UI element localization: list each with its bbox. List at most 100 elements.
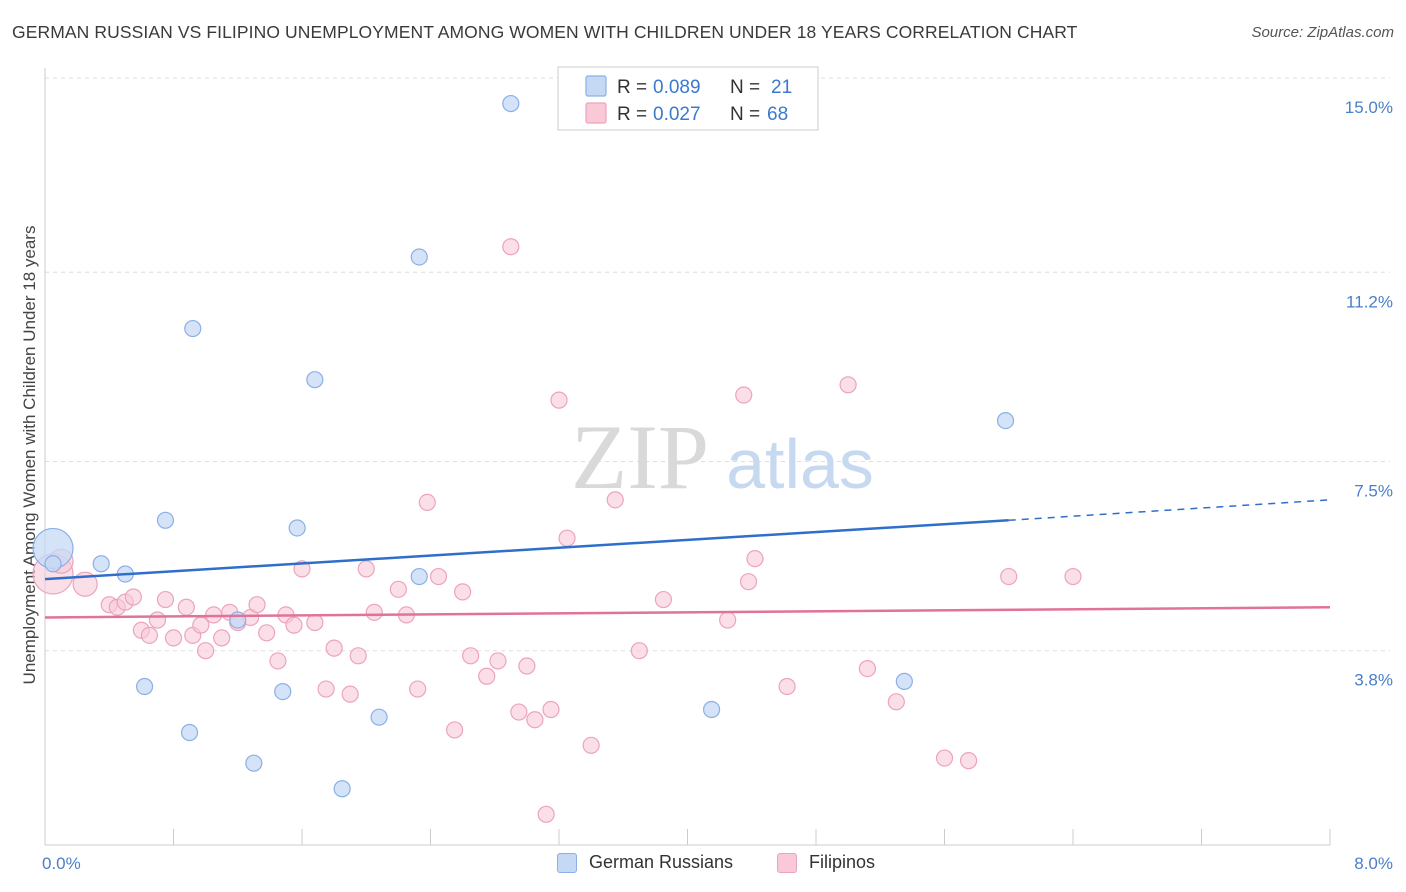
filipino-point [518, 657, 536, 675]
tick-labels: 3.8% 7.5% 11.2% 15.0% 0.0% 8.0% [42, 98, 1393, 873]
grid-lines [45, 77, 1390, 652]
filipino-point [454, 583, 472, 601]
legend-n-value-german: 21 [771, 77, 792, 98]
filipino-point [140, 626, 159, 644]
filipino-point [269, 652, 287, 670]
german-point [895, 672, 913, 690]
chart-title: GERMAN RUSSIAN VS FILIPINO UNEMPLOYMENT … [12, 22, 1078, 42]
y-tick-label: 15.0% [1345, 98, 1393, 117]
filipino-point [213, 629, 231, 647]
filipino-point [1000, 567, 1018, 586]
german-point [245, 754, 263, 772]
filipino-point [778, 677, 796, 696]
filipino-point [654, 590, 673, 609]
german-point [135, 677, 154, 696]
german-point [410, 567, 428, 586]
german-point [502, 94, 520, 113]
filipino-point [542, 700, 560, 719]
bottom-legend-filipino: Filipinos [777, 852, 875, 873]
x-tick-label-max: 8.0% [1354, 854, 1393, 873]
filipino-point [429, 567, 448, 586]
filipino-point [365, 603, 383, 621]
filipino-point [325, 639, 343, 657]
german-point [288, 519, 306, 537]
filipino-point [258, 624, 276, 642]
filipino-point [606, 491, 624, 509]
filipino-point [935, 749, 954, 767]
trend-lines [44, 499, 1331, 619]
y-tick-label: 11.2% [1346, 292, 1393, 311]
filipino-point [192, 616, 210, 634]
watermark: ZIP atlas [571, 406, 874, 508]
german-point [180, 723, 199, 742]
legend-n-value-filipino: 68 [767, 104, 788, 125]
bottom-legend-swatch-filipino [777, 852, 797, 873]
filipino-point [502, 238, 520, 256]
filipino-point [526, 711, 544, 729]
filipino-point [124, 588, 142, 606]
german-points [32, 94, 1015, 798]
filipino-point [357, 560, 375, 578]
filipino-point [719, 611, 737, 629]
chart-source: Source: ZipAtlas.com [1251, 24, 1394, 41]
x-tick-label-min: 0.0% [42, 854, 81, 873]
filipino-point [478, 667, 496, 685]
legend-n-label-german: N = [730, 77, 760, 98]
legend-n-label-filipino: N = [730, 104, 760, 125]
filipino-trend-line [44, 605, 1331, 619]
legend-swatch-german [585, 75, 607, 97]
filipino-point [558, 529, 576, 547]
filipino-point [148, 611, 167, 629]
german-point [92, 555, 110, 573]
filipino-point [285, 616, 303, 634]
bottom-legend-label-german: German Russians [589, 852, 734, 872]
legend-swatch-filipino [585, 102, 607, 124]
german-point [44, 555, 62, 573]
legend-r-label-filipino: R = [617, 104, 647, 125]
axes [44, 68, 1331, 846]
y-tick-label: 3.8% [1354, 671, 1393, 690]
bottom-legend-swatch-german [557, 852, 577, 873]
german-point [306, 371, 324, 389]
legend-r-value-filipino: 0.027 [653, 104, 701, 125]
filipino-point [735, 386, 753, 404]
legend-r-label-german: R = [617, 77, 647, 98]
german-point [333, 780, 351, 798]
filipino-point [197, 642, 215, 660]
filipino-point [156, 590, 175, 609]
bottom-legend-german: German Russians [557, 852, 733, 873]
german-trend-extension [1008, 499, 1331, 522]
bottom-legend-label-filipino: Filipinos [809, 852, 876, 872]
filipino-point [489, 652, 507, 670]
german-point [370, 708, 388, 726]
german-point [156, 511, 175, 529]
y-axis-label: Unemployment Among Women with Children U… [20, 226, 39, 685]
filipino-point [959, 752, 978, 770]
filipino-point [409, 680, 427, 698]
legend-r-value-german: 0.089 [653, 77, 701, 98]
bottom-legend: German Russians Filipinos [0, 852, 1406, 878]
filipino-point [746, 550, 764, 568]
filipino-point [248, 596, 266, 614]
filipino-point [445, 721, 464, 739]
filipino-point [389, 580, 407, 598]
german-point [996, 411, 1015, 430]
filipino-point [887, 693, 905, 711]
filipino-point [462, 647, 480, 665]
filipino-point [858, 659, 877, 678]
filipino-point [537, 805, 555, 823]
german-point [184, 319, 202, 338]
german-point [410, 248, 428, 266]
filipino-point [177, 598, 195, 616]
filipino-point [739, 573, 758, 591]
filipino-point [349, 647, 367, 665]
german-point [702, 700, 721, 719]
filipino-point [839, 376, 857, 394]
filipino-point [341, 685, 359, 703]
watermark-zip: ZIP [571, 406, 709, 508]
filipino-point [418, 493, 436, 512]
german-point [274, 682, 292, 701]
filipino-point [582, 736, 600, 754]
filipino-point [164, 629, 183, 647]
